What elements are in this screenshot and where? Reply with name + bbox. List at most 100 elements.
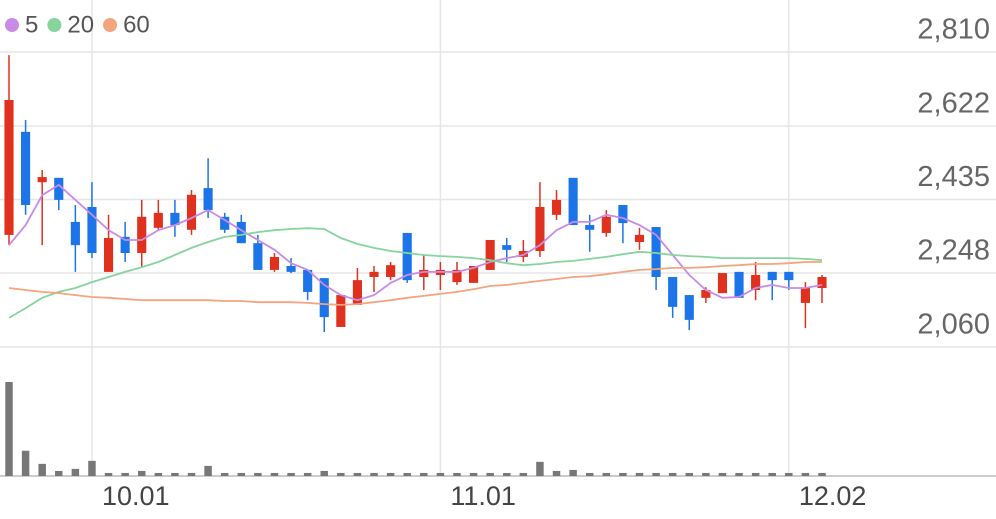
volume-bar <box>5 382 13 476</box>
candle-body <box>800 288 810 303</box>
legend-marker <box>47 18 62 32</box>
volume-bar <box>270 472 279 476</box>
labels: 2,810 2,622 2,435 2,248 2,060 10.01 11.01 12.02… <box>5 11 990 511</box>
volume-bar <box>220 472 229 476</box>
y-tick-label: 2,060 <box>917 309 990 341</box>
candle-body <box>485 240 495 270</box>
y-tick-label: 2,435 <box>917 161 990 193</box>
candle-body <box>419 269 429 277</box>
x-tick-label: 12.02 <box>799 481 867 511</box>
volume-bar <box>652 472 660 476</box>
ma-line <box>8 227 823 319</box>
volume-bar <box>486 472 494 476</box>
candle-body <box>551 199 562 215</box>
candle-body <box>634 234 645 242</box>
volume-bar <box>619 472 627 476</box>
candle-body <box>651 227 661 277</box>
candle-body <box>87 206 97 253</box>
candle-body <box>103 238 114 272</box>
volume-bar <box>21 450 30 476</box>
candle-body <box>402 232 412 281</box>
volume-bar <box>469 472 478 476</box>
volume-bar <box>552 470 561 476</box>
volume-bar <box>171 472 179 476</box>
legend-marker <box>5 18 19 32</box>
volume-bar <box>337 472 345 476</box>
candle-body <box>767 271 777 281</box>
volume-bar <box>303 472 312 476</box>
volume-bar <box>751 472 760 476</box>
volume-bar <box>602 472 611 476</box>
volume-bar <box>403 472 411 476</box>
marks <box>4 55 827 476</box>
candle-body <box>220 216 230 230</box>
volume-bar <box>138 470 146 476</box>
volume-bar <box>370 472 378 476</box>
candle-body <box>535 206 545 252</box>
candle-body <box>502 245 512 250</box>
volume-bar <box>668 472 677 476</box>
candle-body <box>137 216 147 253</box>
volume-bar <box>818 472 826 476</box>
volume-bar <box>718 472 727 476</box>
volume-bar <box>785 472 793 476</box>
candle-body <box>817 276 827 288</box>
legend-label: 5 <box>25 11 38 38</box>
candle-body <box>54 177 64 200</box>
candle-body <box>701 289 711 298</box>
volume-bar <box>453 472 461 476</box>
volume-bar <box>420 472 428 476</box>
volume-bar <box>237 472 246 476</box>
candle-body <box>186 194 197 230</box>
candle-body <box>352 280 362 305</box>
volume-bar <box>154 472 163 476</box>
volume-bar <box>187 472 196 476</box>
legend-label: 20 <box>67 11 94 38</box>
candle-body <box>203 188 213 211</box>
candle-body <box>21 131 31 206</box>
ma-line <box>8 183 823 302</box>
ma-line <box>8 261 822 306</box>
volume-bar <box>569 469 577 476</box>
volume-bar <box>104 472 113 476</box>
volume-bar <box>519 472 528 476</box>
candle-body <box>153 212 163 228</box>
volume-bar <box>585 472 594 476</box>
candle-body <box>386 265 396 277</box>
volume-bar <box>801 472 810 476</box>
volume-bar <box>685 472 693 476</box>
x-tick-label: 10.01 <box>102 481 170 511</box>
candle-body <box>269 256 280 270</box>
volume-bar <box>768 472 776 476</box>
candle-body <box>734 271 744 298</box>
y-tick-label: 2,810 <box>917 14 990 46</box>
y-tick-label: 2,248 <box>917 235 990 267</box>
legend-marker <box>103 18 118 32</box>
candle-body <box>469 265 479 283</box>
candle-body <box>253 243 263 270</box>
volume-bar <box>635 472 644 476</box>
x-tick-label: 11.01 <box>450 481 516 511</box>
volume-bar <box>353 472 362 476</box>
volume-bar <box>287 472 295 476</box>
candle-body <box>369 271 379 277</box>
volume-bar <box>735 472 743 476</box>
candle-body <box>4 99 14 235</box>
volume-bar <box>121 472 129 476</box>
volume-bar <box>436 472 445 476</box>
volume-bar <box>71 468 80 476</box>
volume-bar <box>88 460 96 476</box>
candle-body <box>170 212 180 226</box>
candle-body <box>568 177 578 226</box>
candle-body <box>784 271 794 281</box>
candle-body <box>336 295 346 327</box>
candle-body <box>751 275 761 290</box>
volume-bar <box>254 472 262 476</box>
candle-body <box>319 278 329 318</box>
volume-bar <box>536 461 544 476</box>
y-tick-label: 2,622 <box>917 88 990 120</box>
volume-bar <box>38 463 46 476</box>
volume-bar <box>702 472 710 476</box>
candle-body <box>303 269 313 292</box>
